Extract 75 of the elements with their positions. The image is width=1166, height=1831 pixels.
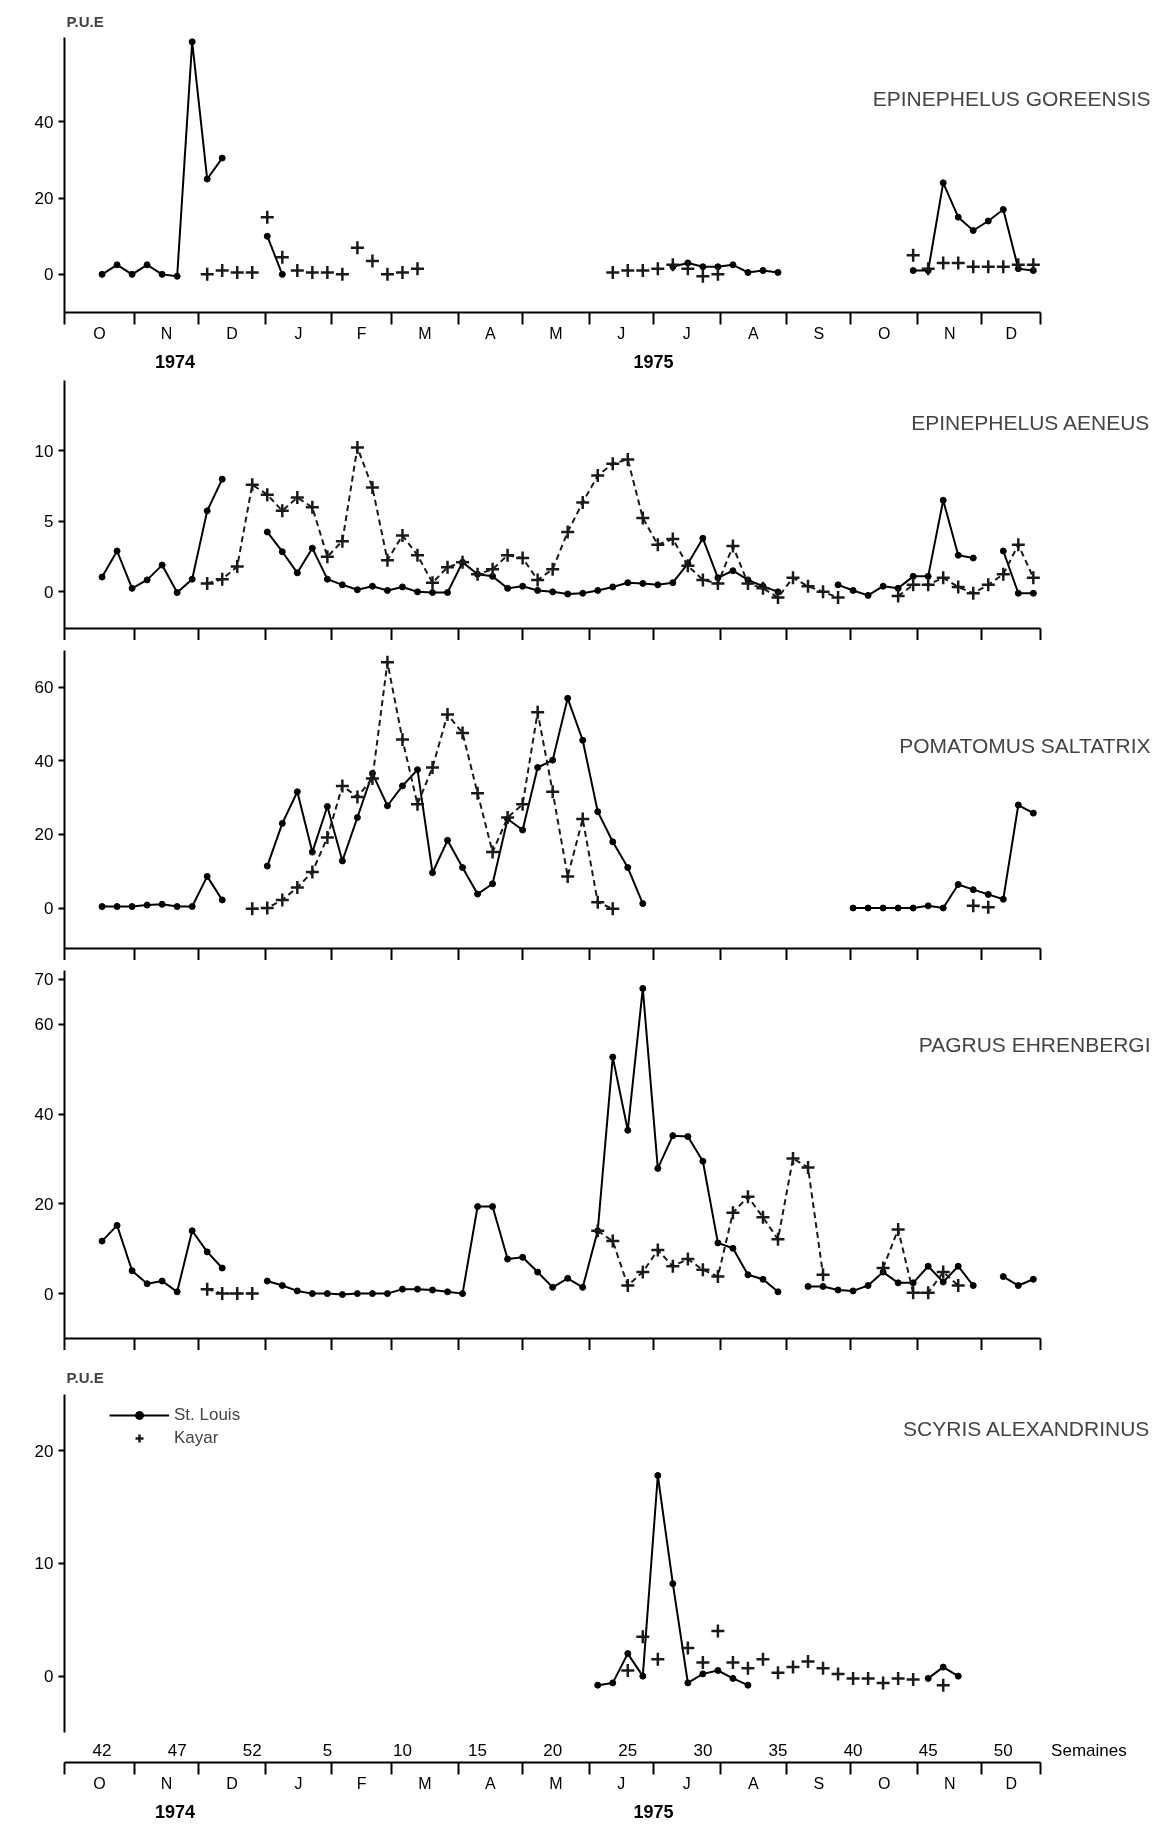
text: 1975 <box>633 351 674 372</box>
text: F <box>356 1774 367 1792</box>
text: 1975 <box>633 1801 674 1822</box>
x-tick-label: 20 <box>543 1740 563 1760</box>
text: N <box>160 1774 173 1792</box>
text: O <box>93 1774 106 1792</box>
y-tick-label: 20 <box>34 1194 54 1214</box>
text: S <box>813 324 825 342</box>
x-tick-label: 10 <box>393 1740 412 1760</box>
text: M <box>549 324 563 342</box>
text: N <box>943 1774 956 1792</box>
x-tick-label: 52 <box>242 1740 262 1760</box>
x-tick-label: 40 <box>843 1740 863 1760</box>
y-tick-label: 10 <box>34 441 54 461</box>
text: J <box>617 1774 626 1792</box>
text: O <box>878 324 891 342</box>
text: J <box>617 324 626 342</box>
text: J <box>682 324 691 342</box>
x-tick-label: 15 <box>468 1740 488 1760</box>
text: SCYRIS ALEXANDRINUS <box>903 1416 1150 1440</box>
x-tick-label: 35 <box>768 1740 788 1760</box>
y-tick-label: 5 <box>44 512 54 532</box>
y-tick-label: 20 <box>34 1441 54 1461</box>
legend-label: St. Louis <box>174 1405 241 1425</box>
text: O <box>878 1774 891 1792</box>
text: A <box>747 324 759 342</box>
y-tick-label: 10 <box>34 1554 54 1574</box>
text: POMATOMUS SALTATRIX <box>899 734 1151 758</box>
y-tick-label: 40 <box>34 751 54 771</box>
text: A <box>485 1774 497 1792</box>
x-tick-label: 42 <box>92 1740 112 1760</box>
y-tick-label: 70 <box>34 970 54 990</box>
text: A <box>485 324 497 342</box>
text: J <box>294 324 303 342</box>
x-tick-label: 5 <box>322 1740 333 1760</box>
y-axis-title: P.U.E <box>66 12 104 30</box>
x-tick-label: 47 <box>167 1740 187 1760</box>
text: F <box>356 324 367 342</box>
y-tick-label: 0 <box>44 582 54 602</box>
text: EPINEPHELUS GOREENSIS <box>872 86 1151 110</box>
y-tick-label: 60 <box>34 678 54 698</box>
text: EPINEPHELUS AENEUS <box>911 411 1150 435</box>
x-tick-label: 50 <box>993 1740 1013 1760</box>
y-axis-title: P.U.E <box>66 1369 104 1387</box>
text: M <box>549 1774 563 1792</box>
text: A <box>747 1774 759 1792</box>
x-axis-title: Semaines <box>1051 1740 1127 1760</box>
legend-label: Kayar <box>174 1428 219 1448</box>
y-tick-label: 0 <box>44 265 54 285</box>
text: D <box>226 1774 238 1792</box>
y-tick-label: 20 <box>34 825 54 845</box>
y-tick-label: 0 <box>44 899 54 919</box>
y-tick-label: 40 <box>34 1105 54 1125</box>
text: D <box>1005 1774 1018 1792</box>
text: J <box>294 1774 303 1792</box>
text: D <box>1005 324 1018 342</box>
y-tick-label: 20 <box>34 189 54 209</box>
text: J <box>682 1774 691 1792</box>
text: S <box>813 1774 825 1792</box>
y-tick-label: 60 <box>34 1015 54 1035</box>
y-tick-label: 40 <box>34 112 54 132</box>
text: N <box>160 324 173 342</box>
y-tick-label: 0 <box>44 1667 54 1687</box>
text: N <box>943 324 956 342</box>
text: PAGRUS EHRENBERGI <box>918 1032 1151 1056</box>
text: 1974 <box>155 351 196 372</box>
text: M <box>418 324 432 342</box>
x-tick-label: 25 <box>618 1740 638 1760</box>
text: 1974 <box>155 1801 196 1822</box>
y-tick-label: 0 <box>44 1284 54 1304</box>
x-tick-label: 45 <box>918 1740 938 1760</box>
text: M <box>418 1774 432 1792</box>
x-tick-label: 30 <box>693 1740 713 1760</box>
text: O <box>93 324 106 342</box>
text: D <box>226 324 238 342</box>
